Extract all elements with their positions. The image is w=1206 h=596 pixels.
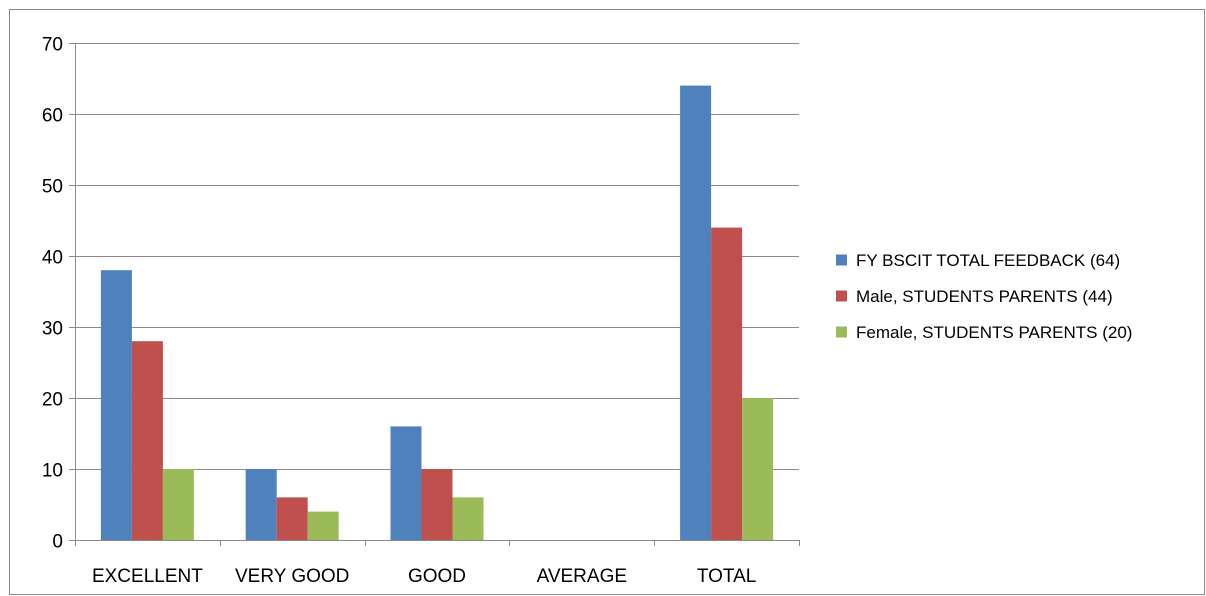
y-tick-label: 40 bbox=[42, 248, 63, 269]
y-tick-label: 50 bbox=[42, 177, 63, 198]
y-tick-label: 60 bbox=[42, 106, 63, 127]
bar-excellent-series-1 bbox=[100, 270, 132, 540]
bar-good-series-1 bbox=[390, 426, 422, 540]
bar-excellent-series-3 bbox=[162, 469, 194, 540]
bar-very-good-series-3 bbox=[307, 511, 339, 540]
legend-swatch-series-1 bbox=[836, 254, 847, 266]
gridlines bbox=[75, 43, 799, 470]
legend-swatch-series-3 bbox=[836, 326, 847, 338]
chart-frame bbox=[9, 9, 1205, 595]
x-tick-labels: EXCELLENT VERY GOOD GOOD AVERAGE TOTAL bbox=[92, 566, 756, 587]
y-tick-label: 0 bbox=[52, 532, 63, 553]
bar-total-series-3 bbox=[742, 398, 774, 540]
bar-total-series-1 bbox=[680, 85, 712, 540]
y-tick-label: 20 bbox=[42, 390, 63, 411]
bars bbox=[100, 85, 774, 540]
bar-good-series-2 bbox=[421, 469, 453, 540]
x-tick-label: AVERAGE bbox=[537, 566, 627, 587]
legend-label-series-1: FY BSCIT TOTAL FEEDBACK (64) bbox=[856, 251, 1120, 270]
legend-label-series-3: Female, STUDENTS PARENTS (20) bbox=[856, 323, 1132, 342]
bar-good-series-3 bbox=[452, 497, 484, 540]
x-tick-label: TOTAL bbox=[697, 566, 756, 587]
x-tick-label: EXCELLENT bbox=[92, 566, 203, 587]
legend: FY BSCIT TOTAL FEEDBACK (64) Male, STUDEN… bbox=[836, 251, 1132, 342]
bar-very-good-series-2 bbox=[276, 497, 308, 540]
y-tick-label: 10 bbox=[42, 461, 63, 482]
legend-swatch-series-2 bbox=[836, 290, 847, 302]
axes bbox=[69, 43, 800, 546]
y-tick-label: 30 bbox=[42, 319, 63, 340]
x-tick-label: GOOD bbox=[408, 566, 466, 587]
bar-total-series-2 bbox=[711, 227, 743, 540]
x-tick-label: VERY GOOD bbox=[235, 566, 349, 587]
bar-very-good-series-1 bbox=[245, 469, 277, 540]
y-tick-labels: 0 10 20 30 40 50 60 70 bbox=[42, 35, 63, 553]
legend-label-series-2: Male, STUDENTS PARENTS (44) bbox=[856, 287, 1113, 306]
y-tick-label: 70 bbox=[42, 35, 63, 56]
bar-excellent-series-2 bbox=[131, 341, 163, 540]
